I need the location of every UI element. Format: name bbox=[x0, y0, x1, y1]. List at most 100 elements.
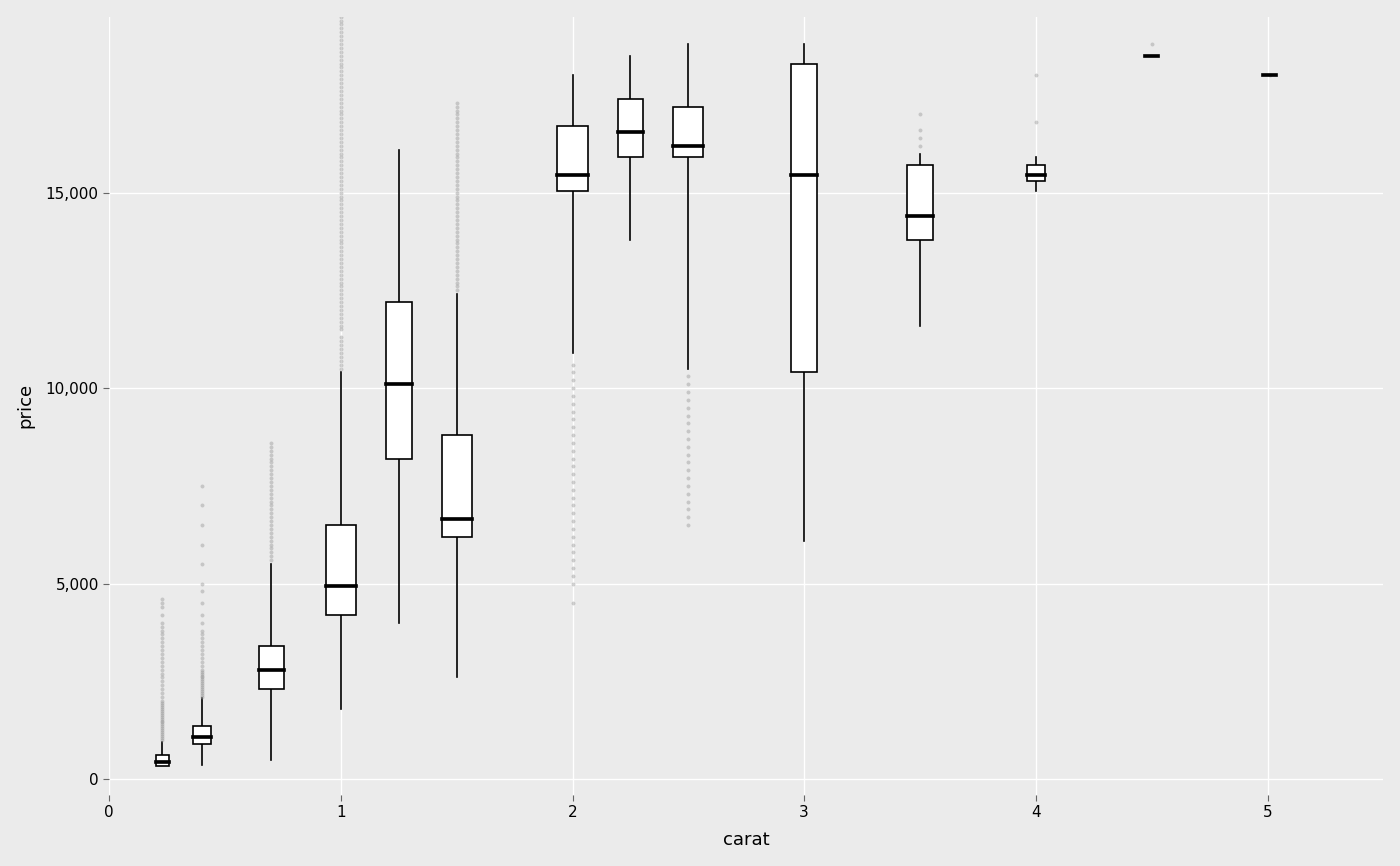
Bar bbox=[441, 435, 472, 537]
Point bbox=[678, 417, 700, 430]
Point bbox=[190, 616, 213, 630]
Point bbox=[561, 530, 584, 544]
Point bbox=[329, 61, 351, 74]
Point bbox=[445, 107, 468, 121]
Point bbox=[561, 483, 584, 497]
Point bbox=[329, 217, 351, 231]
Point bbox=[151, 662, 174, 676]
Point bbox=[561, 561, 584, 575]
Point bbox=[445, 182, 468, 196]
Point bbox=[151, 670, 174, 684]
Point bbox=[1025, 68, 1047, 82]
Point bbox=[329, 76, 351, 90]
Point bbox=[329, 319, 351, 333]
Point bbox=[151, 667, 174, 681]
Point bbox=[260, 443, 283, 457]
Point bbox=[445, 268, 468, 281]
Point bbox=[329, 264, 351, 278]
Point bbox=[151, 696, 174, 710]
Point bbox=[561, 373, 584, 387]
Point bbox=[190, 636, 213, 650]
Point bbox=[445, 131, 468, 145]
Point bbox=[190, 686, 213, 700]
Point bbox=[329, 29, 351, 43]
Point bbox=[561, 412, 584, 426]
Point bbox=[329, 295, 351, 309]
Point bbox=[260, 479, 283, 493]
Point bbox=[445, 252, 468, 266]
Point bbox=[260, 553, 283, 567]
Point bbox=[329, 252, 351, 266]
Point bbox=[190, 681, 213, 695]
Point bbox=[445, 229, 468, 242]
Point bbox=[561, 397, 584, 410]
Point bbox=[190, 670, 213, 684]
Point bbox=[260, 526, 283, 540]
Point bbox=[329, 339, 351, 352]
Point bbox=[190, 690, 213, 704]
Point bbox=[329, 280, 351, 294]
Point bbox=[445, 127, 468, 141]
Point bbox=[329, 68, 351, 82]
Point bbox=[329, 322, 351, 336]
Point bbox=[561, 569, 584, 583]
Point bbox=[561, 443, 584, 457]
Point bbox=[329, 236, 351, 250]
Point bbox=[678, 487, 700, 501]
Point bbox=[260, 436, 283, 449]
Point bbox=[445, 244, 468, 258]
Point bbox=[445, 174, 468, 188]
Point bbox=[190, 631, 213, 645]
Point bbox=[329, 37, 351, 51]
Point bbox=[561, 420, 584, 434]
Point bbox=[329, 170, 351, 184]
Bar bbox=[557, 126, 588, 191]
X-axis label: carat: carat bbox=[722, 831, 770, 850]
Point bbox=[190, 682, 213, 696]
Point bbox=[329, 25, 351, 39]
Point bbox=[260, 451, 283, 465]
Point bbox=[329, 229, 351, 242]
Point bbox=[151, 712, 174, 726]
Point bbox=[151, 608, 174, 622]
Point bbox=[190, 597, 213, 611]
Point bbox=[329, 22, 351, 36]
Point bbox=[329, 33, 351, 47]
Point bbox=[561, 475, 584, 489]
Point bbox=[445, 256, 468, 270]
Point bbox=[445, 135, 468, 149]
Point bbox=[561, 381, 584, 395]
Point bbox=[151, 721, 174, 735]
Point bbox=[329, 123, 351, 137]
Point bbox=[445, 193, 468, 207]
Point bbox=[329, 190, 351, 204]
Point bbox=[151, 709, 174, 723]
Point bbox=[329, 84, 351, 98]
Point bbox=[329, 272, 351, 286]
Point bbox=[190, 647, 213, 661]
Point bbox=[678, 471, 700, 485]
Point bbox=[190, 577, 213, 591]
Point bbox=[260, 533, 283, 547]
Point bbox=[329, 205, 351, 219]
Point bbox=[561, 436, 584, 449]
Point bbox=[151, 616, 174, 630]
Point bbox=[329, 221, 351, 235]
Point bbox=[445, 146, 468, 160]
Point bbox=[260, 487, 283, 501]
Point bbox=[561, 546, 584, 559]
Bar bbox=[673, 107, 703, 158]
Point bbox=[260, 440, 283, 454]
Point bbox=[561, 389, 584, 403]
Point bbox=[678, 448, 700, 462]
Point bbox=[329, 166, 351, 180]
Point bbox=[445, 283, 468, 297]
Point bbox=[329, 120, 351, 133]
Point bbox=[329, 115, 351, 129]
Point bbox=[260, 463, 283, 477]
Point bbox=[329, 350, 351, 364]
Point bbox=[151, 694, 174, 708]
Point bbox=[678, 463, 700, 477]
Point bbox=[151, 708, 174, 721]
Point bbox=[151, 731, 174, 745]
